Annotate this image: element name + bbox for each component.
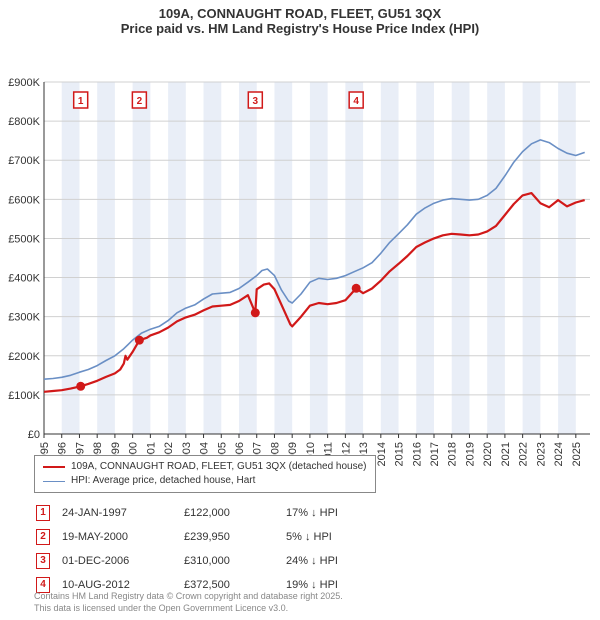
svg-text:2021: 2021	[500, 442, 512, 466]
svg-text:2: 2	[137, 96, 143, 107]
sales-table: 1 24-JAN-1997£122,00017% ↓ HPI 2 19-MAY-200…	[34, 500, 350, 598]
legend-swatch	[43, 466, 65, 468]
svg-text:£0: £0	[28, 429, 40, 441]
sale-price: £122,000	[184, 502, 284, 524]
svg-text:£900K: £900K	[8, 77, 40, 89]
svg-text:2016: 2016	[411, 442, 423, 466]
title-line1: 109A, CONNAUGHT ROAD, FLEET, GU51 3QX	[0, 6, 600, 21]
sale-date: 01-DEC-2006	[62, 550, 182, 572]
svg-text:2024: 2024	[553, 442, 565, 466]
svg-text:£300K: £300K	[8, 312, 40, 324]
svg-text:2014: 2014	[376, 442, 388, 466]
legend-label: HPI: Average price, detached house, Hart	[71, 474, 255, 488]
sale-date: 24-JAN-1997	[62, 502, 182, 524]
legend-swatch	[43, 481, 65, 482]
footer-attribution: Contains HM Land Registry data © Crown c…	[34, 590, 343, 614]
svg-text:£500K: £500K	[8, 233, 40, 245]
chart-title: 109A, CONNAUGHT ROAD, FLEET, GU51 3QX Pr…	[0, 0, 600, 36]
sale-diff: 5% ↓ HPI	[286, 526, 348, 548]
svg-text:2023: 2023	[535, 442, 547, 466]
sale-diff: 24% ↓ HPI	[286, 550, 348, 572]
legend-row: HPI: Average price, detached house, Hart	[43, 474, 367, 488]
svg-text:£700K: £700K	[8, 155, 40, 167]
legend-row: 109A, CONNAUGHT ROAD, FLEET, GU51 3QX (d…	[43, 460, 367, 474]
sale-row: 3 01-DEC-2006£310,00024% ↓ HPI	[36, 550, 348, 572]
svg-text:£100K: £100K	[8, 390, 40, 402]
sale-num-badge: 2	[36, 529, 50, 545]
legend: 109A, CONNAUGHT ROAD, FLEET, GU51 3QX (d…	[34, 455, 376, 493]
sale-diff: 17% ↓ HPI	[286, 502, 348, 524]
svg-text:2019: 2019	[464, 442, 476, 466]
sale-date: 19-MAY-2000	[62, 526, 182, 548]
footer-line1: Contains HM Land Registry data © Crown c…	[34, 590, 343, 602]
sale-row: 2 19-MAY-2000£239,9505% ↓ HPI	[36, 526, 348, 548]
svg-text:2022: 2022	[518, 442, 530, 466]
title-line2: Price paid vs. HM Land Registry's House …	[0, 21, 600, 36]
sale-row: 1 24-JAN-1997£122,00017% ↓ HPI	[36, 502, 348, 524]
svg-text:3: 3	[253, 96, 259, 107]
svg-text:2018: 2018	[447, 442, 459, 466]
sale-num-badge: 3	[36, 553, 50, 569]
svg-text:2020: 2020	[482, 442, 494, 466]
legend-label: 109A, CONNAUGHT ROAD, FLEET, GU51 3QX (d…	[71, 460, 367, 474]
svg-text:2017: 2017	[429, 442, 441, 466]
svg-text:£400K: £400K	[8, 273, 40, 285]
sale-price: £310,000	[184, 550, 284, 572]
svg-text:£600K: £600K	[8, 194, 40, 206]
svg-text:£800K: £800K	[8, 116, 40, 128]
footer-line2: This data is licensed under the Open Gov…	[34, 602, 343, 614]
price-chart: £0 £100K £200K £300K £400K £500K £600K £700K £80…	[0, 36, 600, 476]
svg-text:2025: 2025	[571, 442, 583, 466]
svg-text:4: 4	[353, 96, 359, 107]
sale-num-badge: 1	[36, 505, 50, 521]
sale-price: £239,950	[184, 526, 284, 548]
svg-text:1: 1	[78, 96, 84, 107]
svg-text:£200K: £200K	[8, 351, 40, 363]
svg-text:2015: 2015	[394, 442, 406, 466]
